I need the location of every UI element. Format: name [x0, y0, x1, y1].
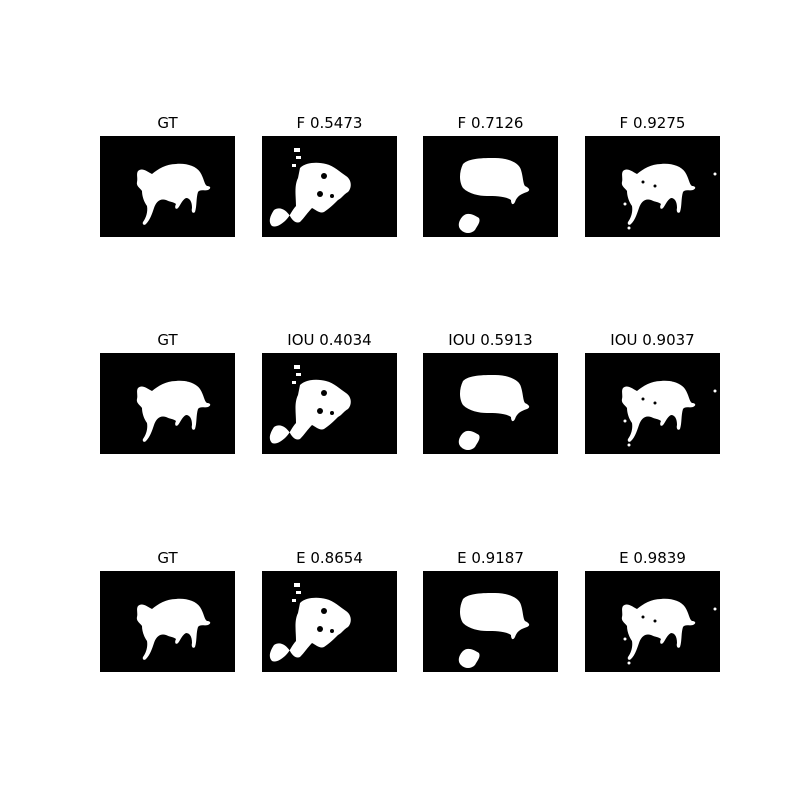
- mask-silhouette: [262, 136, 397, 237]
- prediction-mask-image: [262, 136, 397, 237]
- panel-title: F 0.5473: [296, 114, 363, 132]
- panel-title: GT: [157, 331, 178, 349]
- prediction-mask-image: [585, 571, 720, 672]
- gt-mask-image: [100, 571, 235, 672]
- prediction-mask-image: [585, 353, 720, 454]
- panel-title: IOU 0.4034: [287, 331, 372, 349]
- mask-silhouette: [585, 353, 720, 454]
- mask-silhouette: [423, 353, 558, 454]
- mask-silhouette: [585, 136, 720, 237]
- panel-title: IOU 0.9037: [610, 331, 695, 349]
- panel-title: E 0.9839: [619, 549, 686, 567]
- mask-silhouette: [262, 571, 397, 672]
- mask-silhouette: [100, 571, 235, 672]
- panel-title: IOU 0.5913: [448, 331, 533, 349]
- panel-title: F 0.7126: [457, 114, 524, 132]
- gt-mask-image: [100, 136, 235, 237]
- mask-silhouette: [423, 136, 558, 237]
- mask-silhouette: [585, 571, 720, 672]
- mask-silhouette: [262, 353, 397, 454]
- panel-title: E 0.8654: [296, 549, 363, 567]
- gt-mask-image: [100, 353, 235, 454]
- mask-silhouette: [423, 571, 558, 672]
- prediction-mask-image: [585, 136, 720, 237]
- prediction-mask-image: [262, 571, 397, 672]
- panel-title: F 0.9275: [619, 114, 686, 132]
- panel-title: GT: [157, 549, 178, 567]
- panel-title: E 0.9187: [457, 549, 524, 567]
- prediction-mask-image: [423, 136, 558, 237]
- mask-silhouette: [100, 136, 235, 237]
- prediction-mask-image: [423, 571, 558, 672]
- prediction-mask-image: [423, 353, 558, 454]
- panel-title: GT: [157, 114, 178, 132]
- prediction-mask-image: [262, 353, 397, 454]
- mask-silhouette: [100, 353, 235, 454]
